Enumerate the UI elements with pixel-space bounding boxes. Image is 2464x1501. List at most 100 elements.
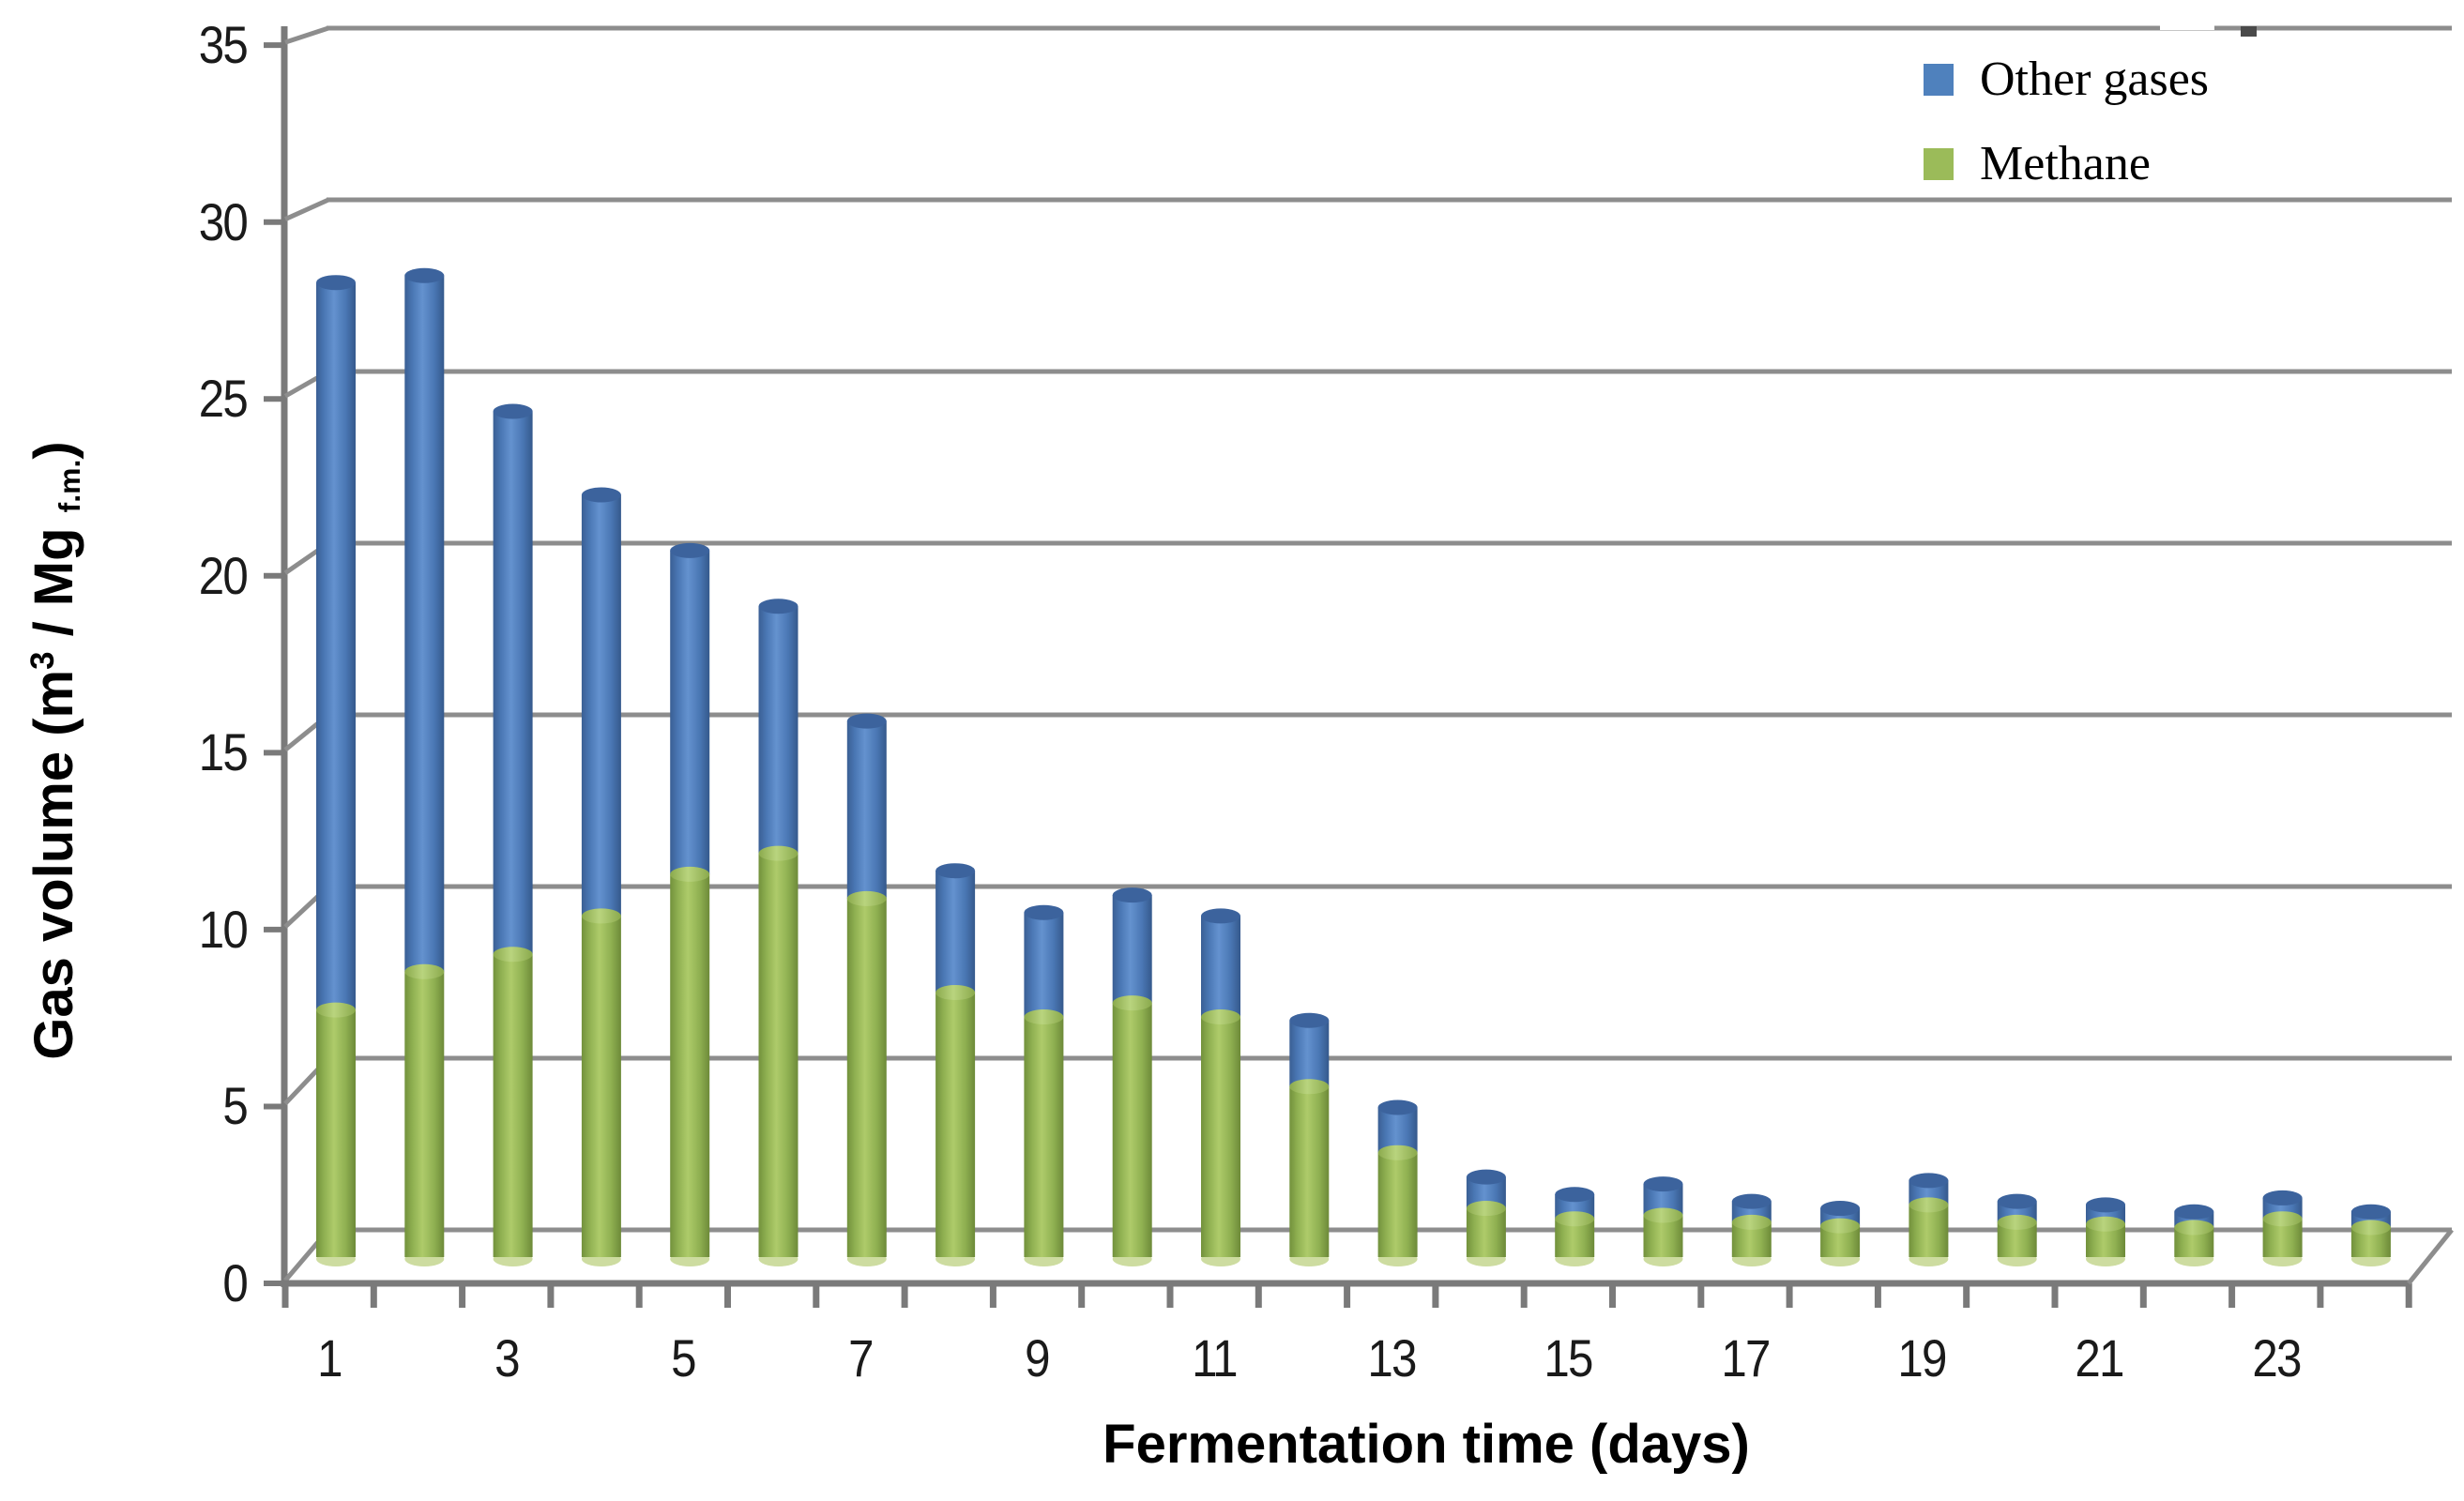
crop-artifact-mark <box>2241 26 2257 37</box>
cylinder-top-cap <box>2262 1190 2303 1205</box>
methane-segment <box>670 873 710 1257</box>
methane-segment <box>1466 1208 1506 1257</box>
other-gases-segment <box>670 550 710 874</box>
methane-top-cap <box>1289 1079 1330 1095</box>
bar-day-15 <box>1555 1187 1595 1266</box>
cylinder-top-cap <box>1201 908 1240 924</box>
y-axis-title-text: ) <box>23 441 85 460</box>
bar-day-23 <box>2262 1190 2303 1266</box>
grid-depth-connector-35 <box>284 25 329 45</box>
methane-segment <box>1909 1205 1949 1257</box>
methane-top-cap <box>1997 1214 2037 1230</box>
methane-segment <box>1112 1003 1152 1257</box>
bar-day-24 <box>2350 1204 2391 1266</box>
cylinder-top-cap <box>1731 1193 1772 1209</box>
methane-segment <box>404 971 445 1257</box>
y-tick-label-5: 5 <box>222 1076 248 1136</box>
other-gases-segment <box>581 494 621 917</box>
methane-segment <box>935 993 976 1257</box>
x-tick-label-19: 19 <box>1897 1328 1948 1387</box>
bar-day-22 <box>2174 1204 2214 1266</box>
bar-day-16 <box>1643 1176 1683 1266</box>
x-tick-label-15: 15 <box>1544 1328 1594 1387</box>
other-gases-segment <box>1112 895 1152 1004</box>
methane-top-cap <box>581 908 621 924</box>
methane-top-cap <box>2174 1220 2214 1236</box>
other-gases-segment <box>404 275 445 972</box>
y-axis-title: Gas volume (m3 / Mg f.m.) <box>23 441 86 1059</box>
legend-swatch-methane <box>1924 148 1954 180</box>
cylinder-top-cap <box>2086 1197 2125 1213</box>
cylinder-top-cap <box>316 275 356 291</box>
methane-top-cap <box>1112 995 1152 1011</box>
y-axis-title-text: Gas volume (m <box>23 669 85 1060</box>
bar-day-5 <box>670 542 710 1266</box>
y-tick-label-20: 20 <box>198 545 249 605</box>
bar-day-13 <box>1377 1099 1418 1266</box>
cylinder-top-cap <box>846 713 887 729</box>
methane-segment <box>1377 1152 1418 1257</box>
cylinder-top-cap <box>1820 1201 1861 1217</box>
bar-day-1 <box>316 275 356 1266</box>
cylinder-top-cap <box>493 403 533 419</box>
methane-top-cap <box>1909 1197 1949 1213</box>
x-tick-label-13: 13 <box>1366 1328 1417 1387</box>
legend-label-methane: Methane <box>1980 137 2151 190</box>
cylinder-top-cap <box>670 542 710 558</box>
x-tick-label-23: 23 <box>2251 1328 2302 1387</box>
cylinder-top-cap <box>2350 1204 2391 1220</box>
y-tick-label-15: 15 <box>198 722 249 782</box>
legend-item-methane: Methane <box>1924 122 2209 206</box>
x-tick-label-11: 11 <box>1192 1328 1238 1387</box>
methane-segment <box>1289 1086 1330 1257</box>
bar-day-10 <box>1112 887 1152 1266</box>
methane-top-cap <box>1377 1145 1418 1160</box>
methane-top-cap <box>2262 1211 2303 1227</box>
crop-artifact-white-patch <box>2160 9 2214 30</box>
x-tick-label-3: 3 <box>494 1328 520 1387</box>
bar-day-4 <box>581 487 621 1266</box>
cylinder-top-cap <box>1997 1193 2037 1209</box>
bar-day-21 <box>2086 1197 2125 1266</box>
methane-top-cap <box>404 963 445 979</box>
cylinder-top-cap <box>1024 904 1064 920</box>
legend: Other gases Methane <box>1924 38 2209 206</box>
cylinder-top-cap <box>1466 1169 1506 1185</box>
y-axis-title-superscript: 3 <box>23 651 61 670</box>
legend-swatch-other-gases <box>1924 64 1954 96</box>
methane-segment <box>493 954 533 1257</box>
cylinder-top-cap <box>1909 1173 1949 1189</box>
bar-day-3 <box>493 403 533 1266</box>
other-gases-segment <box>1201 916 1240 1018</box>
bar-day-19 <box>1909 1173 1949 1266</box>
bar-day-8 <box>935 863 976 1266</box>
cylinder-top-cap <box>758 599 799 614</box>
bar-day-6 <box>758 599 799 1266</box>
other-gases-segment <box>1289 1020 1330 1087</box>
other-gases-segment <box>1377 1107 1418 1153</box>
x-tick-label-7: 7 <box>847 1328 874 1387</box>
methane-top-cap <box>1731 1214 1772 1230</box>
cylinder-top-cap <box>2174 1204 2214 1220</box>
cylinder-top-cap <box>1377 1099 1418 1115</box>
bar-day-20 <box>1997 1193 2037 1266</box>
cylinder-top-cap <box>935 863 976 879</box>
bar-day-18 <box>1820 1201 1861 1266</box>
methane-top-cap <box>935 985 976 1001</box>
methane-segment <box>758 853 799 1257</box>
methane-top-cap <box>1643 1207 1683 1223</box>
x-tick-label-21: 21 <box>2075 1328 2124 1387</box>
bar-day-12 <box>1289 1012 1330 1266</box>
other-gases-segment <box>935 871 976 993</box>
y-tick-label-0: 0 <box>222 1253 248 1312</box>
methane-top-cap <box>670 866 710 882</box>
y-axis-title-subscript: f.m. <box>53 459 87 513</box>
bar-day-17 <box>1731 1193 1772 1266</box>
y-axis-title-text: / Mg <box>23 512 85 652</box>
other-gases-segment <box>758 606 799 854</box>
other-gases-segment <box>316 282 356 1010</box>
other-gases-segment <box>846 720 887 899</box>
y-tick-label-25: 25 <box>198 369 249 429</box>
